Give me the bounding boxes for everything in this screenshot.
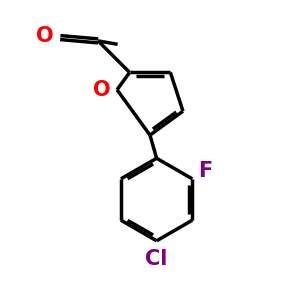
- Text: F: F: [198, 161, 212, 182]
- Text: Cl: Cl: [146, 249, 168, 269]
- Text: O: O: [94, 80, 111, 100]
- Text: O: O: [36, 26, 54, 46]
